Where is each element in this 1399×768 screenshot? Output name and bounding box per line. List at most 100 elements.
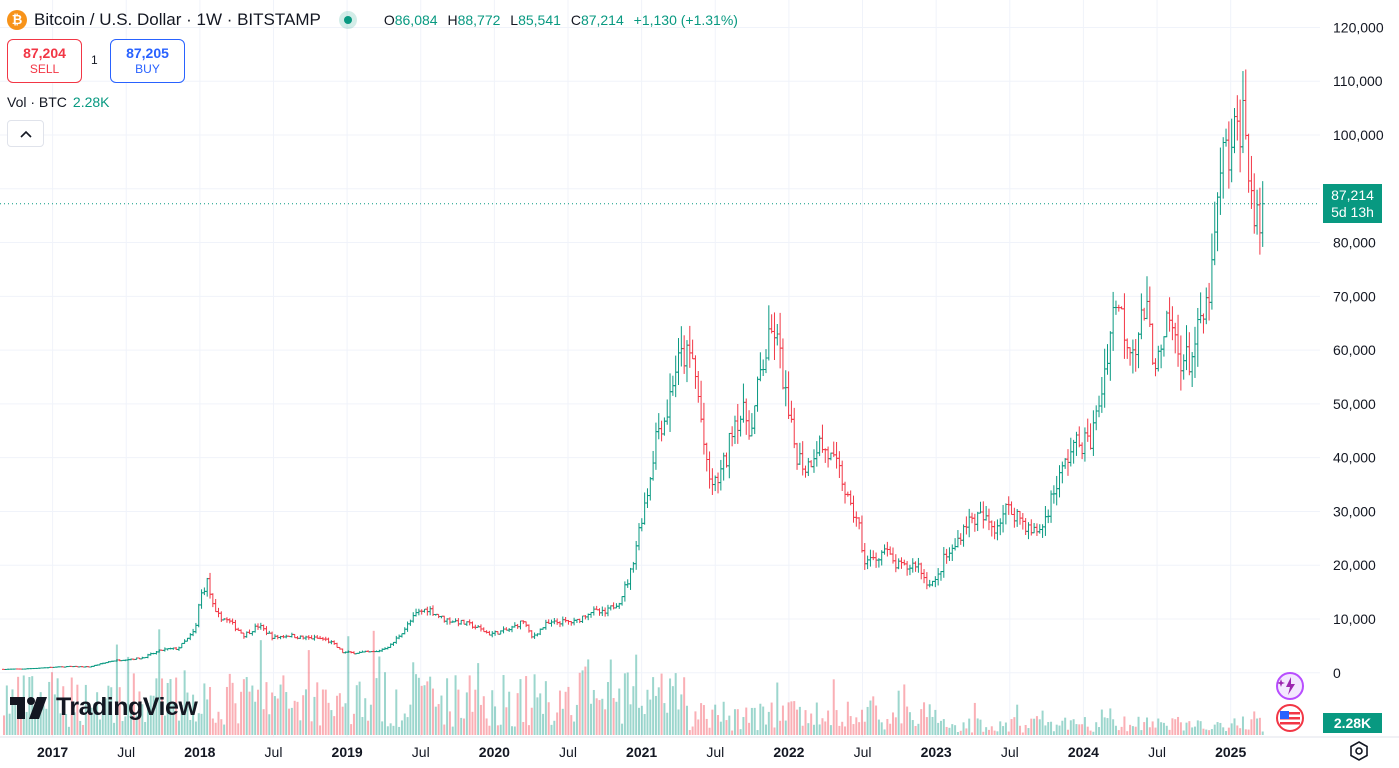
y-tick-label: 0	[1333, 665, 1341, 681]
sell-label: SELL	[29, 62, 60, 76]
volume-bar	[1050, 721, 1053, 735]
volume-bar	[781, 705, 784, 735]
volume-bar	[767, 711, 770, 735]
volume-bar	[677, 709, 680, 735]
volume-bars	[3, 629, 1264, 735]
volume-bar	[474, 689, 477, 735]
sell-button[interactable]: 87,204 SELL	[7, 39, 82, 83]
x-tick-label: Jul	[559, 744, 577, 760]
volume-bar	[1177, 716, 1180, 735]
volume-bar	[1112, 719, 1115, 735]
volume-bar	[654, 695, 657, 735]
volume-bar	[835, 710, 838, 735]
volume-bar	[688, 730, 691, 735]
volume-bar	[211, 718, 214, 735]
volume-bar	[1052, 731, 1055, 735]
volume-bar	[1002, 726, 1005, 735]
y-tick-label: 100,000	[1333, 127, 1384, 143]
volume-bar	[590, 703, 593, 735]
volume-bar	[225, 686, 228, 735]
collapse-legend-button[interactable]	[7, 120, 44, 147]
volume-bar	[1134, 726, 1137, 735]
volume-bar	[25, 711, 28, 735]
volume-bar	[923, 702, 926, 735]
volume-bar	[50, 672, 53, 735]
volume-bar	[1244, 729, 1247, 735]
volume-bar	[1253, 711, 1256, 735]
volume-bar	[533, 674, 536, 735]
volume-bar	[660, 673, 663, 735]
volume-bar	[220, 719, 223, 735]
volume-bar	[564, 691, 567, 735]
volume-bar	[731, 730, 734, 735]
volume-bar	[316, 682, 319, 735]
volume-bar	[612, 698, 615, 735]
volume-bar	[67, 726, 70, 735]
volume-bar	[465, 692, 468, 735]
volume-bar	[1256, 718, 1259, 735]
volume-bar	[827, 710, 830, 735]
volume-bar	[776, 682, 779, 735]
volume-bar	[666, 712, 669, 735]
volume-bar	[1143, 722, 1146, 735]
volume-bar	[1114, 725, 1117, 735]
volume-bar	[872, 696, 875, 735]
volume-bar	[1165, 725, 1168, 735]
volume-bar	[1146, 717, 1149, 735]
volume-bar	[468, 675, 471, 735]
volume-bar	[135, 715, 138, 735]
settings-gear-icon[interactable]	[1348, 740, 1370, 762]
tradingview-logo[interactable]: TradingView	[10, 693, 198, 722]
market-status-icon[interactable]	[343, 16, 352, 24]
volume-bar	[115, 644, 118, 735]
volume-bar	[1219, 722, 1222, 735]
volume-bar	[141, 704, 144, 735]
volume-bar	[420, 685, 423, 735]
volume-bar	[279, 684, 282, 735]
volume-bar	[1171, 718, 1174, 735]
volume-bar	[832, 679, 835, 735]
x-tick-label: 2017	[37, 744, 68, 760]
volume-bar	[1205, 729, 1208, 735]
order-quantity[interactable]: 1	[91, 53, 98, 67]
volume-bar	[502, 675, 505, 735]
volume-bar	[276, 698, 279, 735]
symbol-title[interactable]: Bitcoin / U.S. Dollar · 1W · BITSTAMP	[34, 10, 321, 29]
volume-bar	[93, 703, 96, 735]
us-flag-icon[interactable]	[1275, 703, 1305, 733]
volume-bar	[759, 703, 762, 735]
volume-bar	[973, 702, 976, 735]
volume-bar	[152, 695, 155, 735]
volume-bar	[138, 691, 141, 735]
volume-bar	[1191, 727, 1194, 735]
volume-bar	[384, 672, 387, 735]
volume-bar	[302, 695, 305, 735]
volume-bar	[877, 719, 880, 735]
high-value: 88,772	[457, 12, 501, 28]
volume-bar	[375, 678, 378, 735]
buy-button[interactable]: 87,205 BUY	[110, 39, 185, 83]
volume-bar	[234, 703, 237, 735]
volume-bar	[1225, 731, 1228, 735]
volume-bar	[96, 692, 99, 735]
volume-bar	[146, 702, 149, 735]
volume-bar	[1033, 718, 1036, 735]
close-value: 87,214	[580, 12, 624, 28]
volume-bar	[652, 677, 655, 735]
time-axis[interactable]: 2017 Jul 2018 Jul 2019 Jul 2020 Jul 2021 Jul 2022 J…	[37, 744, 1246, 760]
volume-bar	[1098, 727, 1101, 735]
volume-bar	[1160, 722, 1163, 735]
volume-bar	[104, 698, 107, 735]
ai-assistant-icon[interactable]	[1275, 671, 1305, 701]
volume-bar	[584, 666, 587, 735]
volume-bar	[903, 684, 906, 735]
symbol-header: ₿ Bitcoin / U.S. Dollar · 1W · BITSTAMP …	[7, 9, 738, 31]
price-axis[interactable]: 0 10,000 20,000 30,000 40,000 50,000 60,000 70,…	[1333, 19, 1384, 680]
volume-bar	[341, 706, 344, 735]
volume-bar	[434, 706, 437, 735]
volume-bar	[914, 725, 917, 735]
volume-bar	[900, 723, 903, 735]
volume-bar	[124, 716, 127, 735]
volume-bar	[200, 713, 203, 735]
